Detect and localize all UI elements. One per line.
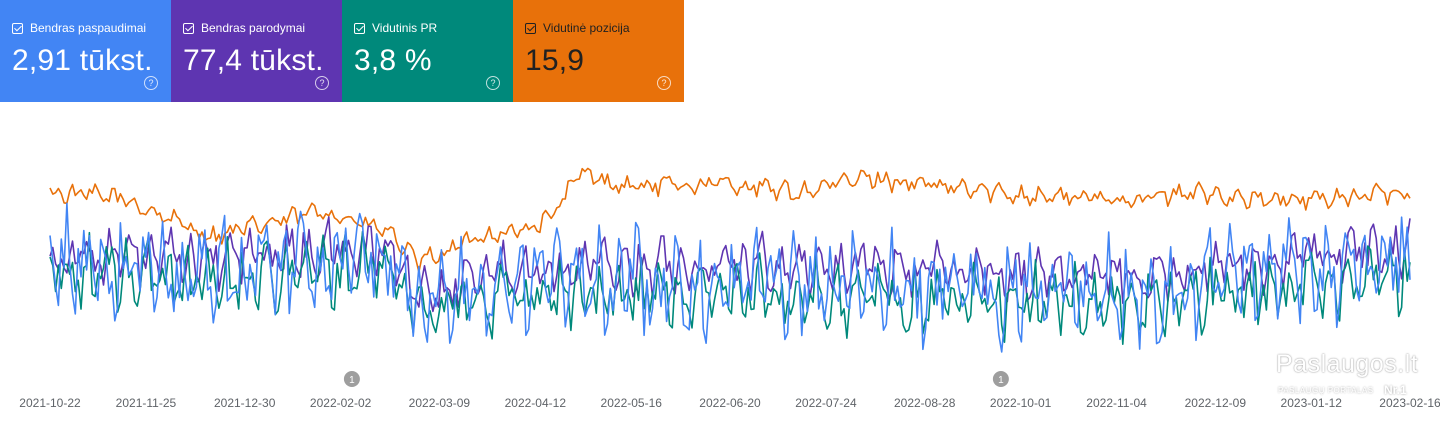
- metric-cards: Bendras paspaudimai 2,91 tūkst. ? Bendra…: [0, 0, 684, 102]
- x-tick-label: 2021-12-30: [214, 396, 276, 410]
- x-tick-label: 2022-08-28: [894, 396, 956, 410]
- x-tick-label: 2022-10-01: [990, 396, 1052, 410]
- metric-label: Vidutinė pozicija: [543, 21, 630, 35]
- x-tick-label: 2022-03-09: [409, 396, 471, 410]
- checkbox-icon[interactable]: [183, 22, 194, 34]
- annotation-marker-label: 1: [998, 375, 1004, 386]
- help-icon[interactable]: ?: [486, 76, 500, 90]
- metric-header: Bendras paspaudimai: [12, 21, 146, 35]
- metric-value: 15,9: [525, 44, 585, 77]
- metric-value: 77,4 tūkst.: [183, 44, 324, 77]
- help-icon[interactable]: ?: [315, 76, 329, 90]
- series-line-3: [49, 230, 1411, 345]
- annotation-marker[interactable]: 1: [343, 371, 360, 387]
- metric-value: 2,91 tūkst.: [12, 44, 153, 77]
- metric-header: Vidutinė pozicija: [525, 21, 630, 35]
- x-axis: 2021-10-22 2021-11-25 2021-12-30 2022-02-02…: [19, 396, 1440, 410]
- x-tick-label: 2023-01-12: [1281, 396, 1343, 410]
- x-tick-label: 2022-05-16: [601, 396, 663, 410]
- metric-value: 3,8 %: [354, 44, 432, 77]
- checkbox-icon[interactable]: [12, 22, 23, 34]
- checkbox-icon[interactable]: [354, 22, 365, 34]
- help-icon[interactable]: ?: [144, 76, 158, 90]
- series-line-1: [49, 167, 1411, 273]
- metric-header: Bendras parodymai: [183, 21, 305, 35]
- help-icon[interactable]: ?: [657, 76, 671, 90]
- x-tick-label: 2023-02-16: [1379, 396, 1440, 410]
- x-tick-label: 2021-11-25: [116, 396, 177, 410]
- series-line-4: [49, 202, 1411, 353]
- metric-card-impressions[interactable]: Bendras parodymai 77,4 tūkst. ?: [171, 0, 342, 102]
- metric-label: Vidutinis PR: [372, 21, 438, 35]
- annotation-marker[interactable]: 1: [992, 371, 1009, 387]
- annotation-marker-circle: [343, 371, 360, 387]
- metric-label: Bendras parodymai: [201, 21, 306, 35]
- x-tick-label: 2021-10-22: [19, 396, 81, 410]
- x-tick-label: 2022-06-20: [699, 396, 761, 410]
- metric-card-position[interactable]: Vidutinė pozicija 15,9 ?: [513, 0, 684, 102]
- x-tick-label: 2022-12-09: [1185, 396, 1247, 410]
- annotation-marker-circle: [992, 371, 1009, 387]
- metric-label: Bendras paspaudimai: [30, 21, 147, 35]
- checkbox-icon[interactable]: [525, 22, 536, 34]
- x-tick-label: 2022-07-24: [795, 396, 857, 410]
- metric-card-clicks[interactable]: Bendras paspaudimai 2,91 tūkst. ?: [0, 0, 171, 102]
- metric-header: Vidutinis PR: [354, 21, 437, 35]
- x-tick-label: 2022-11-04: [1086, 396, 1147, 410]
- annotation-marker-label: 1: [349, 375, 355, 386]
- x-tick-label: 2022-02-02: [310, 396, 372, 410]
- metric-card-ctr[interactable]: Vidutinis PR 3,8 % ?: [342, 0, 513, 102]
- x-tick-label: 2022-04-12: [505, 396, 567, 410]
- series-layer: [49, 167, 1411, 353]
